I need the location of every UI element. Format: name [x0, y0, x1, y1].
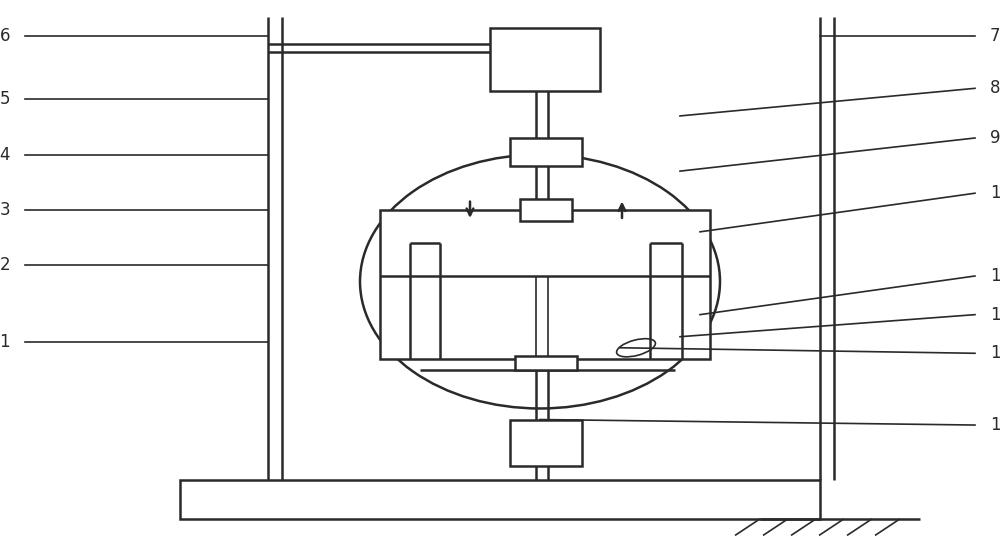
Text: 2: 2 [0, 256, 10, 274]
Text: 3: 3 [0, 201, 10, 219]
Bar [510, 420, 582, 466]
Bar [510, 138, 582, 166]
Text: 9: 9 [990, 129, 1000, 147]
Text: 6: 6 [0, 27, 10, 45]
Bar [180, 480, 820, 519]
Text: 12: 12 [990, 306, 1000, 323]
Text: 1: 1 [0, 333, 10, 351]
Bar [515, 356, 577, 370]
Text: 10: 10 [990, 184, 1000, 202]
Text: 8: 8 [990, 79, 1000, 97]
Bar [520, 199, 572, 221]
Text: 11: 11 [990, 267, 1000, 285]
Bar [380, 210, 710, 359]
Bar [490, 28, 600, 91]
Text: 7: 7 [990, 27, 1000, 45]
Text: 5: 5 [0, 91, 10, 108]
Text: 14: 14 [990, 416, 1000, 434]
Text: 4: 4 [0, 146, 10, 163]
Text: 13: 13 [990, 344, 1000, 362]
